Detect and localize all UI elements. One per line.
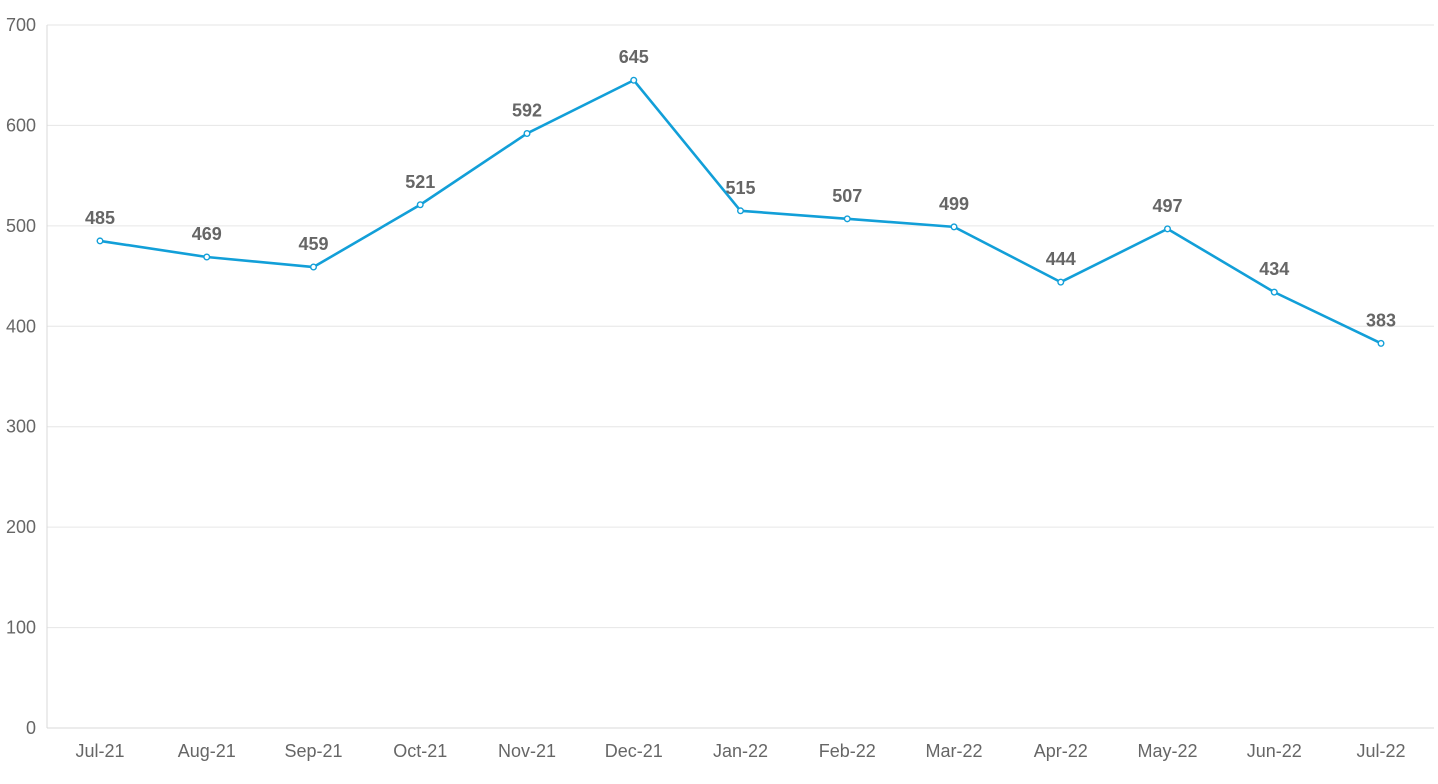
data-point-Sep-21[interactable] — [310, 263, 318, 271]
y-tick-label-300: 300 — [6, 417, 36, 437]
x-tick-label-Dec-21: Dec-21 — [605, 741, 663, 761]
data-point-Jan-22[interactable] — [737, 207, 745, 215]
data-point-Jul-22[interactable] — [1377, 339, 1385, 347]
data-label-Sep-21: 459 — [298, 234, 328, 254]
data-label-Feb-22: 507 — [832, 186, 862, 206]
x-tick-label-Jul-22: Jul-22 — [1356, 741, 1405, 761]
data-label-Jul-21: 485 — [85, 208, 115, 228]
data-label-Jan-22: 515 — [725, 178, 755, 198]
y-tick-label-700: 700 — [6, 15, 36, 35]
data-label-Dec-21: 645 — [619, 47, 649, 67]
y-tick-label-100: 100 — [6, 618, 36, 638]
y-axis: 0 100 200 300 400 500 600 700 — [6, 15, 36, 738]
x-tick-label-Jul-21: Jul-21 — [75, 741, 124, 761]
x-tick-label-Aug-21: Aug-21 — [178, 741, 236, 761]
data-label-Nov-21: 592 — [512, 100, 542, 120]
data-label-Aug-21: 469 — [192, 224, 222, 244]
data-point-Dec-21[interactable] — [630, 76, 638, 84]
data-point-Aug-21[interactable] — [203, 253, 211, 261]
x-tick-label-Mar-22: Mar-22 — [925, 741, 982, 761]
x-tick-label-Apr-22: Apr-22 — [1034, 741, 1088, 761]
y-tick-label-200: 200 — [6, 517, 36, 537]
y-tick-label-400: 400 — [6, 316, 36, 336]
data-point-Oct-21[interactable] — [416, 201, 424, 209]
series-layer — [96, 76, 1385, 347]
x-tick-label-May-22: May-22 — [1137, 741, 1197, 761]
data-labels: 485 469 459 521 592 645 515 507 499 444 497 434 383 — [85, 47, 1396, 330]
y-tick-label-600: 600 — [6, 115, 36, 135]
data-label-Apr-22: 444 — [1046, 249, 1076, 269]
data-label-Jul-22: 383 — [1366, 310, 1396, 330]
y-tick-label-0: 0 — [26, 718, 36, 738]
x-axis: Jul-21 Aug-21 Sep-21 Oct-21 Nov-21 Dec-21 Jan-… — [75, 741, 1405, 761]
data-point-Apr-22[interactable] — [1057, 278, 1065, 286]
x-tick-label-Jan-22: Jan-22 — [713, 741, 768, 761]
data-label-May-22: 497 — [1152, 196, 1182, 216]
data-point-Jun-22[interactable] — [1270, 288, 1278, 296]
data-label-Oct-21: 521 — [405, 172, 435, 192]
x-tick-label-Feb-22: Feb-22 — [819, 741, 876, 761]
data-point-May-22[interactable] — [1163, 225, 1171, 233]
x-tick-label-Oct-21: Oct-21 — [393, 741, 447, 761]
data-point-Nov-21[interactable] — [523, 129, 531, 137]
data-label-Jun-22: 434 — [1259, 259, 1289, 279]
data-point-Mar-22[interactable] — [950, 223, 958, 231]
x-tick-label-Sep-21: Sep-21 — [284, 741, 342, 761]
x-tick-label-Jun-22: Jun-22 — [1247, 741, 1302, 761]
data-label-Mar-22: 499 — [939, 194, 969, 214]
data-point-Jul-21[interactable] — [96, 237, 104, 245]
y-tick-label-500: 500 — [6, 216, 36, 236]
gridlines — [46, 24, 1434, 729]
data-point-Feb-22[interactable] — [843, 215, 851, 223]
x-tick-label-Nov-21: Nov-21 — [498, 741, 556, 761]
